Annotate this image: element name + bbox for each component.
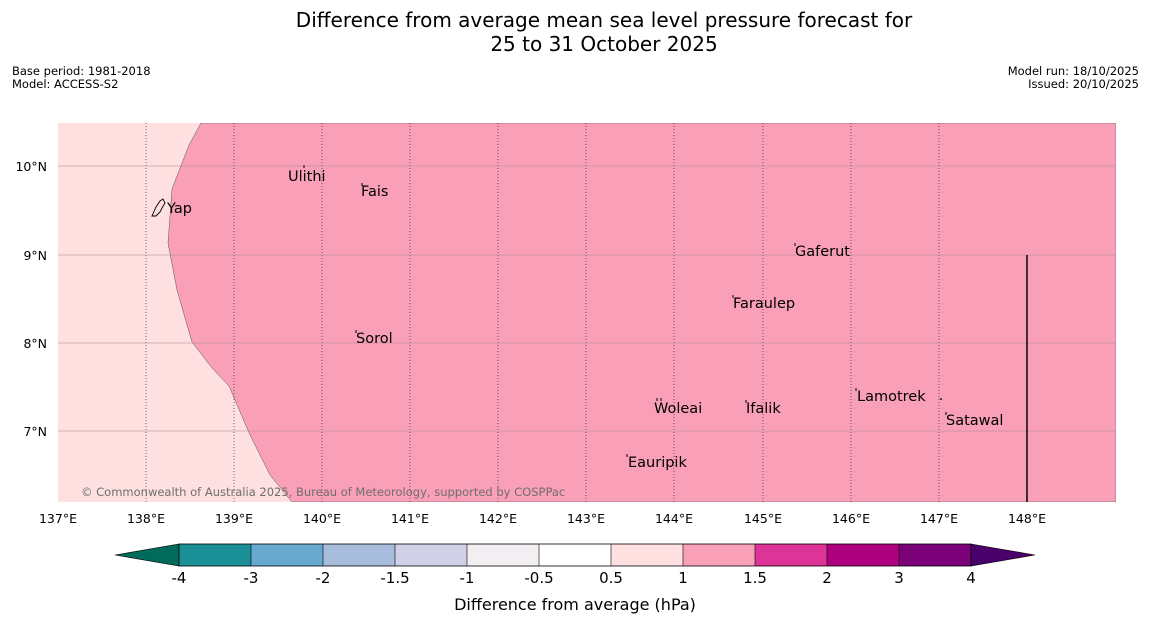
yap-island-shape	[151, 198, 166, 217]
cb-tick: 3	[894, 569, 904, 587]
place-gaferut: Gaferut	[795, 244, 850, 260]
place-faraulep: Faraulep	[733, 296, 795, 312]
lon-label-144: 144°E	[655, 511, 693, 526]
colorbar: -4 -3 -2 -1.5 -1 -0.5 0.5 1 1.5 2 3 4 Di…	[114, 543, 1036, 614]
title-line-2: 25 to 31 October 2025	[490, 32, 718, 56]
cb-tick: -0.5	[524, 569, 553, 587]
cb-tick: 2	[822, 569, 832, 587]
model-run-text: Model run: 18/10/2025	[1007, 64, 1139, 78]
lon-label-139: 139°E	[215, 511, 253, 526]
lon-label-143: 143°E	[567, 511, 605, 526]
cb-tick: -3	[244, 569, 259, 587]
colorbar-swatch	[251, 544, 323, 566]
place-ifalik: Ifalik	[746, 401, 781, 417]
place-labels: Yap Ulithi Fais Gaferut Faraulep Sorol L…	[166, 165, 1003, 471]
colorbar-swatch	[827, 544, 899, 566]
lat-gridlines	[58, 165, 1116, 432]
place-ulithi: Ulithi	[288, 169, 326, 185]
lon-label-140: 140°E	[303, 511, 341, 526]
meta-right: Model run: 18/10/2025 Issued: 20/10/2025	[1008, 65, 1139, 91]
place-yap: Yap	[166, 201, 192, 217]
cb-tick: 1	[678, 569, 688, 587]
lon-tick-labels: 137°E 138°E 139°E 140°E 141°E 142°E 143°…	[39, 511, 1046, 526]
colorbar-swatch	[611, 544, 683, 566]
cb-tick: 0.5	[599, 569, 623, 587]
colorbar-swatch	[683, 544, 755, 566]
cb-tick: -4	[172, 569, 187, 587]
lon-label-147: 147°E	[920, 511, 958, 526]
lat-label-7: 7°N	[23, 424, 47, 439]
cb-tick: -1.5	[380, 569, 409, 587]
colorbar-swatch	[395, 544, 467, 566]
lon-label-138: 138°E	[127, 511, 165, 526]
colorbar-swatch	[467, 544, 539, 566]
title-line-1: Difference from average mean sea level p…	[295, 8, 913, 32]
colorbar-swatch	[899, 544, 971, 566]
lat-label-10: 10°N	[15, 159, 47, 174]
colorbar-extend-low	[114, 543, 180, 567]
lon-label-145: 145°E	[744, 511, 782, 526]
lon-label-146: 146°E	[832, 511, 870, 526]
colorbar-swatch	[755, 544, 827, 566]
issued-text: Issued: 20/10/2025	[1028, 77, 1139, 91]
cb-tick: -2	[316, 569, 331, 587]
colorbar-label: Difference from average (hPa)	[454, 595, 696, 614]
lon-label-141: 141°E	[391, 511, 429, 526]
cb-tick: 1.5	[743, 569, 767, 587]
cb-tick: -1	[460, 569, 475, 587]
place-eauripik: Eauripik	[628, 455, 687, 471]
model-text: Model: ACCESS-S2	[12, 77, 119, 91]
base-period-text: Base period: 1981-2018	[12, 64, 151, 78]
place-woleai: Woleai	[654, 401, 702, 417]
lon-label-137: 137°E	[39, 511, 77, 526]
place-sorol: Sorol	[356, 331, 393, 347]
meta-left: Base period: 1981-2018 Model: ACCESS-S2	[12, 65, 151, 91]
cb-tick: 4	[966, 569, 976, 587]
map-plot-area: Yap Ulithi Fais Gaferut Faraulep Sorol L…	[58, 123, 1116, 502]
colorbar-ticks: -4 -3 -2 -1.5 -1 -0.5 0.5 1 1.5 2 3 4	[172, 569, 976, 587]
colorbar-swatch	[323, 544, 395, 566]
lon-gridlines	[145, 123, 940, 502]
lon-label-148: 148°E	[1008, 511, 1046, 526]
place-satawal: Satawal	[946, 413, 1003, 429]
colorbar-swatch	[179, 544, 251, 566]
place-fais: Fais	[361, 184, 388, 200]
lat-tick-labels: 10°N 9°N 8°N 7°N	[15, 159, 47, 439]
band-1-to-1-5	[167, 123, 1116, 502]
place-lamotrek: Lamotrek	[857, 389, 926, 405]
map-title: Difference from average mean sea level p…	[0, 8, 1150, 56]
colorbar-swatch	[539, 544, 611, 566]
copyright-text: © Commonwealth of Australia 2025, Bureau…	[81, 485, 565, 499]
colorbar-extend-high	[970, 543, 1036, 567]
lon-label-142: 142°E	[479, 511, 517, 526]
lat-label-8: 8°N	[23, 336, 47, 351]
lat-label-9: 9°N	[23, 248, 47, 263]
